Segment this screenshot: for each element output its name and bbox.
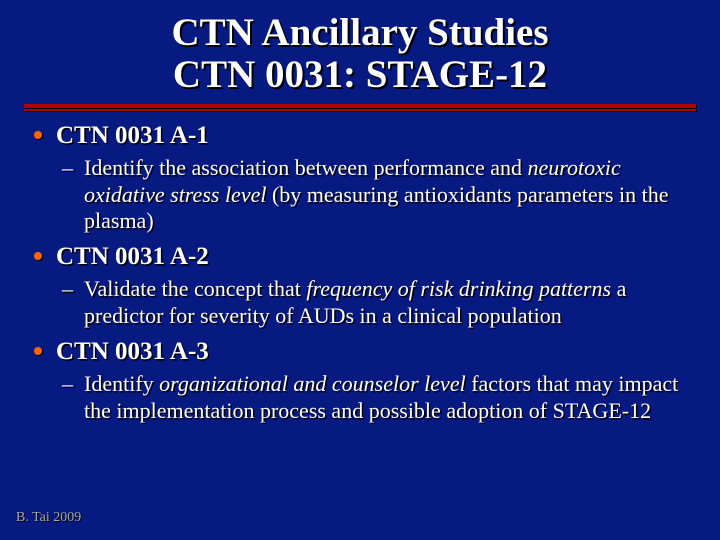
slide-title: CTN Ancillary Studies CTN 0031: STAGE-12 bbox=[24, 12, 696, 96]
sub-item: – Identify organizational and counselor … bbox=[28, 371, 696, 424]
sub-text-pre: Identify the association between perform… bbox=[84, 155, 527, 180]
sub-item: – Validate the concept that frequency of… bbox=[28, 276, 696, 329]
dash-icon: – bbox=[62, 276, 73, 302]
bullet-icon bbox=[34, 131, 42, 139]
rule-top bbox=[24, 104, 696, 108]
bullet-item: CTN 0031 A-3 bbox=[28, 337, 696, 367]
bullet-item: CTN 0031 A-1 bbox=[28, 121, 696, 151]
sub-text-pre: Validate the concept that bbox=[84, 276, 306, 301]
bullet-heading: CTN 0031 A-3 bbox=[56, 338, 209, 365]
title-line-2: CTN 0031: STAGE-12 bbox=[24, 54, 696, 96]
bullet-heading: CTN 0031 A-2 bbox=[56, 243, 209, 270]
footer-text: B. Tai 2009 bbox=[16, 510, 81, 526]
sub-text-emph: frequency of risk drinking patterns bbox=[306, 276, 611, 301]
title-line-1: CTN Ancillary Studies bbox=[24, 12, 696, 54]
dash-icon: – bbox=[62, 155, 73, 181]
title-rule bbox=[24, 104, 696, 111]
sub-text-emph: organizational and counselor level bbox=[159, 371, 466, 396]
rule-bottom bbox=[24, 109, 696, 111]
sub-item: – Identify the association between perfo… bbox=[28, 155, 696, 234]
bullet-heading: CTN 0031 A-1 bbox=[56, 122, 209, 149]
bullet-icon bbox=[34, 252, 42, 260]
slide: CTN Ancillary Studies CTN 0031: STAGE-12… bbox=[0, 0, 720, 540]
bullet-item: CTN 0031 A-2 bbox=[28, 242, 696, 272]
dash-icon: – bbox=[62, 371, 73, 397]
bullet-icon bbox=[34, 347, 42, 355]
sub-text-pre: Identify bbox=[84, 371, 159, 396]
content-block: CTN 0031 A-1 – Identify the association … bbox=[24, 121, 696, 424]
